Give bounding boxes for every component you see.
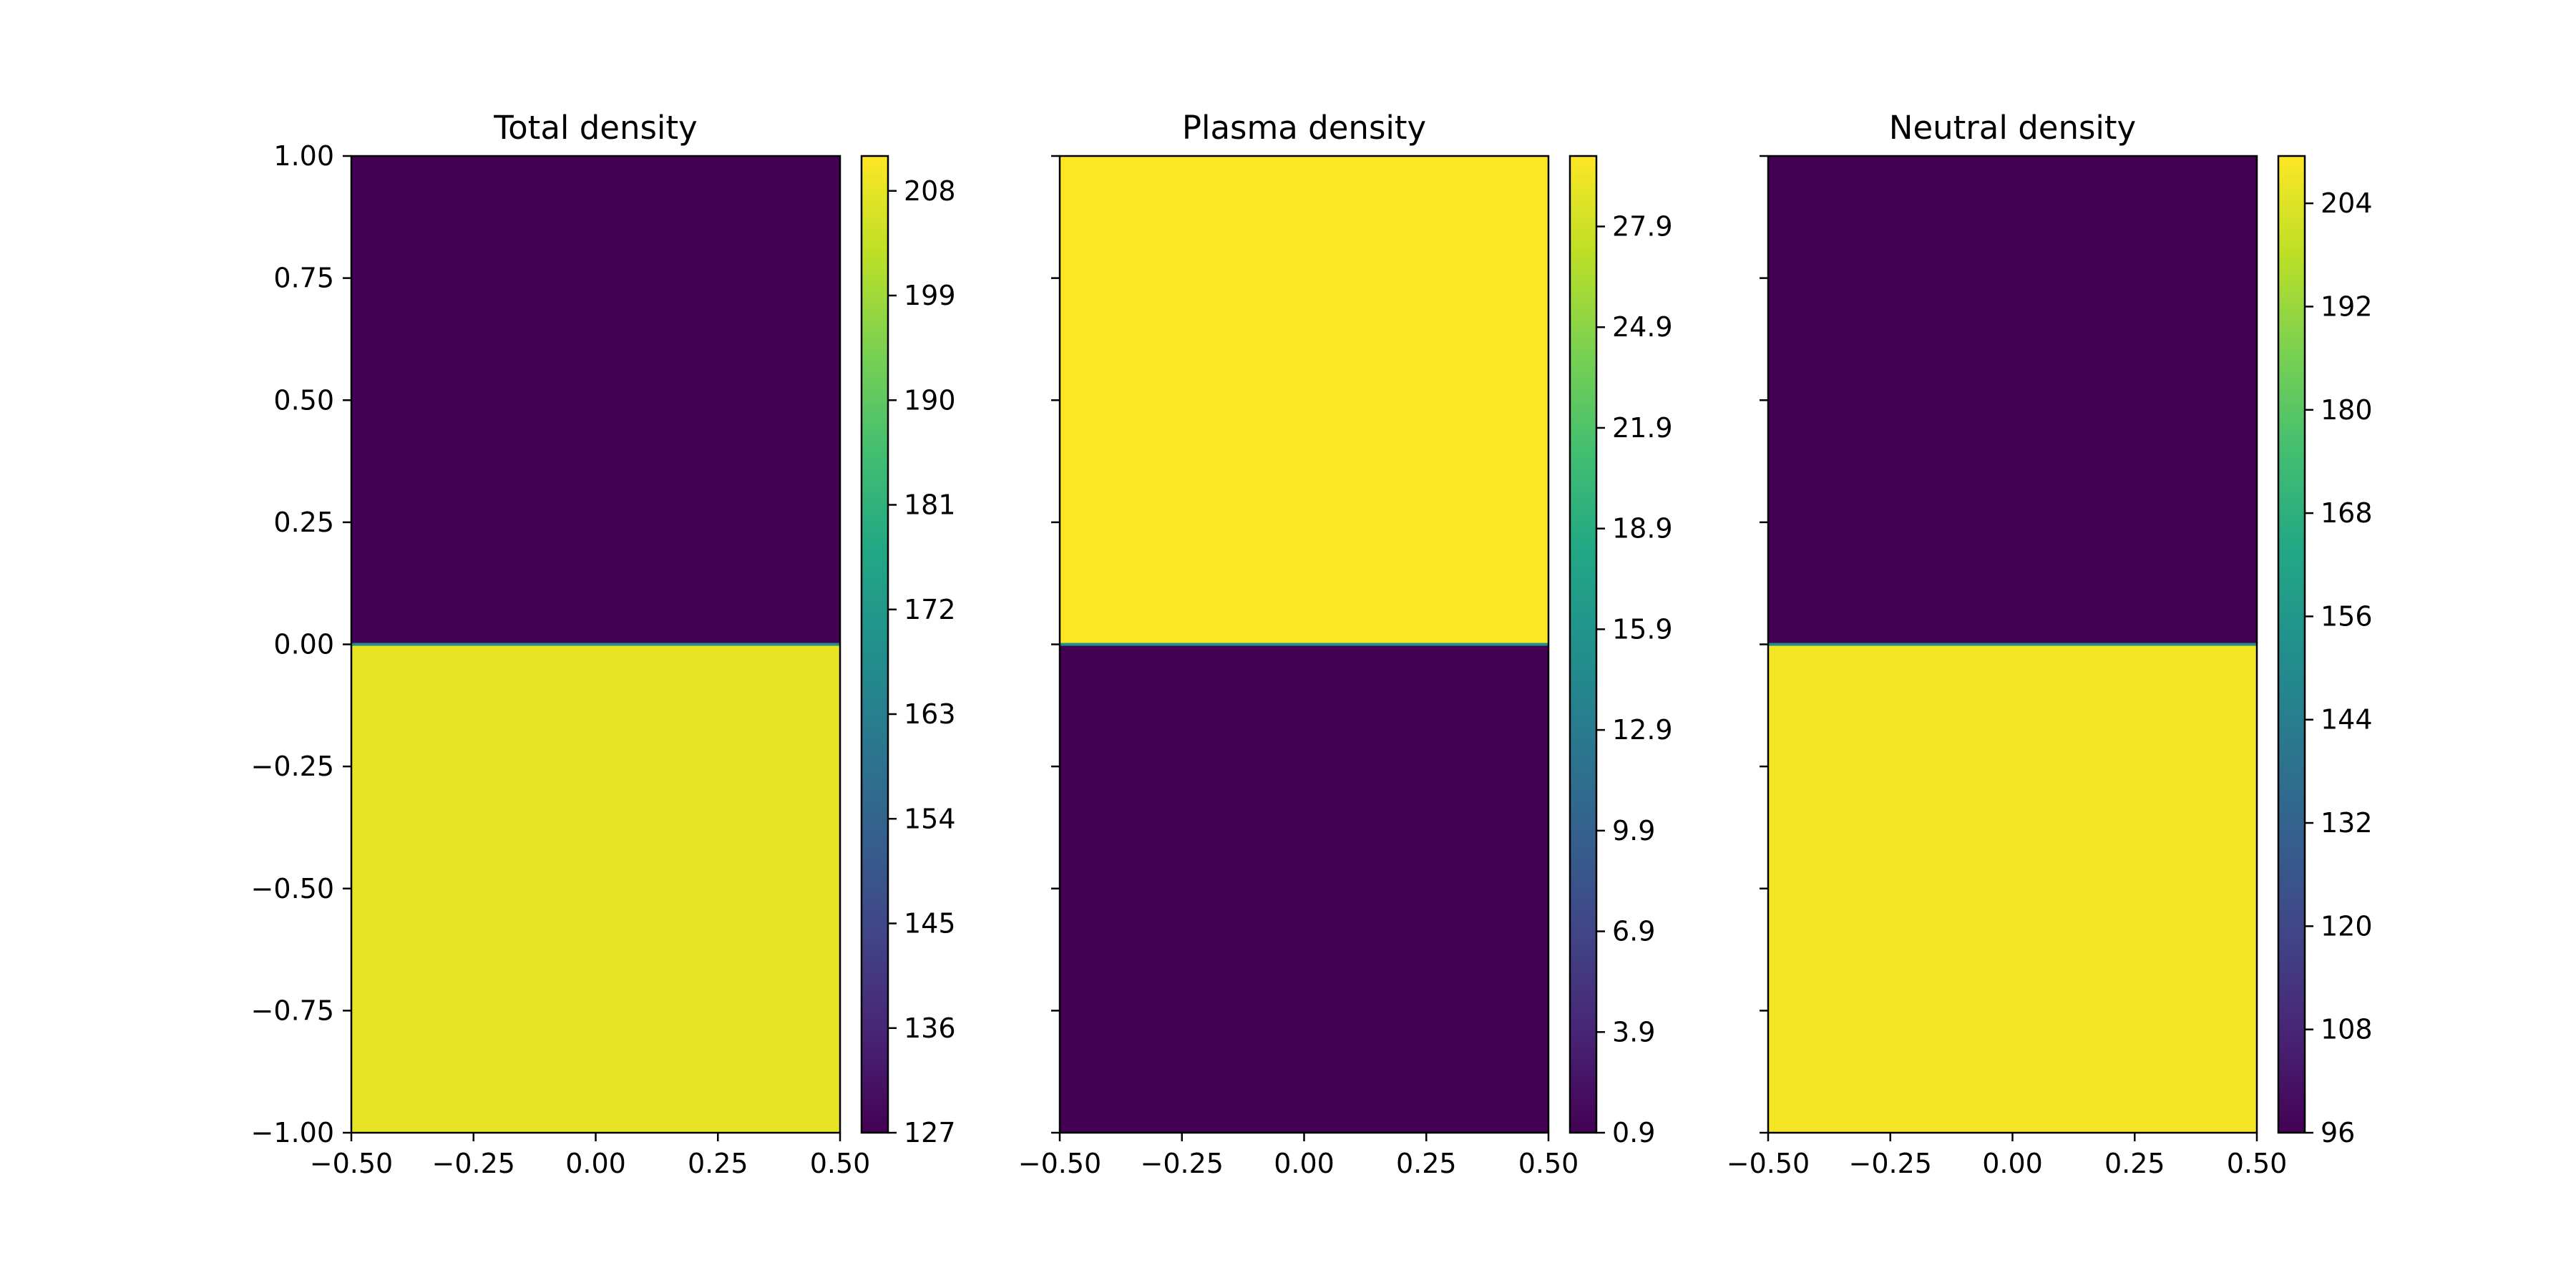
- x-tick-label: 0.25: [1396, 1148, 1457, 1179]
- colorbar-tick-label: 6.9: [1612, 916, 1655, 947]
- panel-3: Neutral density −0.50 −0.25 0.00 0.25 0.50 204…: [1727, 109, 2373, 1179]
- colorbar-tick-label: 24.9: [1612, 311, 1673, 343]
- colorbar: [2278, 156, 2305, 1133]
- colorbar-tick-label: 190: [904, 384, 956, 416]
- x-tick-label: −0.50: [1018, 1148, 1101, 1179]
- colorbar-tick-label: 145: [904, 908, 956, 940]
- colorbar-tick-label: 108: [2321, 1014, 2373, 1045]
- heatmap-region-1: [351, 156, 840, 645]
- colorbar-frame: [1568, 155, 1598, 1134]
- colorbar-tick-label: 96: [2321, 1117, 2355, 1148]
- y-tick-label: 0.50: [273, 384, 334, 416]
- x-tick-label: −0.25: [1141, 1148, 1224, 1179]
- x-tick-label: −0.25: [1849, 1148, 1932, 1179]
- colorbar-tick-label: 168: [2321, 497, 2373, 529]
- colorbar-frame: [2277, 155, 2306, 1134]
- panel-title: Neutral density: [1889, 109, 2136, 147]
- colorbar-tick-label: 192: [2321, 291, 2373, 322]
- x-tick-label: 0.50: [2227, 1148, 2288, 1179]
- colorbar-tick-label: 144: [2321, 704, 2373, 736]
- colorbar-tick-label: 156: [2321, 600, 2373, 632]
- colorbar-tick-label: 21.9: [1612, 412, 1673, 444]
- interface-line: [1768, 643, 2257, 646]
- colorbar-frame: [860, 155, 889, 1134]
- colorbar-tick-label: 3.9: [1612, 1016, 1655, 1048]
- y-tick-label: 0.75: [273, 263, 334, 294]
- x-tick-label: 0.50: [1518, 1148, 1579, 1179]
- colorbar-tick-label: 172: [904, 594, 956, 625]
- interface-line: [351, 643, 840, 646]
- x-tick-label: −0.50: [1727, 1148, 1810, 1179]
- heatmap-region-1: [1768, 156, 2257, 645]
- y-tick-label: −0.25: [251, 751, 334, 782]
- heatmap-region-2: [1060, 644, 1548, 1133]
- colorbar-tick-label: 204: [2321, 187, 2373, 219]
- panel-title: Plasma density: [1182, 109, 1426, 147]
- colorbar-tick-label: 208: [904, 175, 956, 207]
- colorbar-tick-label: 199: [904, 280, 956, 311]
- colorbar-tick-label: 12.9: [1612, 714, 1673, 746]
- colorbar-tick-label: 154: [904, 803, 956, 834]
- y-tick-label: 1.00: [273, 140, 334, 172]
- x-tick-label: 0.50: [810, 1148, 871, 1179]
- panel-1: Total density −0.50 −0.25 0.00 0.25 0.50 1.00 0…: [251, 109, 956, 1179]
- heatmap-region-2: [1768, 644, 2257, 1133]
- panel-title: Total density: [493, 109, 697, 147]
- x-tick-label: 0.00: [1982, 1148, 2043, 1179]
- y-tick-label: −1.00: [251, 1117, 334, 1148]
- heatmap-region-1: [1060, 156, 1548, 645]
- colorbar-tick-label: 9.9: [1612, 815, 1655, 847]
- y-tick-label: −0.50: [251, 873, 334, 904]
- y-tick-label: −0.75: [251, 995, 334, 1026]
- colorbar-tick-label: 15.9: [1612, 613, 1673, 645]
- colorbar-tick-label: 127: [904, 1117, 956, 1148]
- x-tick-label: 0.00: [565, 1148, 626, 1179]
- x-tick-label: −0.50: [310, 1148, 393, 1179]
- y-tick-label: 0.25: [273, 507, 334, 538]
- x-tick-label: 0.25: [688, 1148, 748, 1179]
- colorbar-tick-label: 0.9: [1612, 1117, 1655, 1148]
- colorbar-tick-label: 18.9: [1612, 513, 1673, 545]
- y-tick-label: 0.00: [273, 629, 334, 660]
- colorbar-tick-label: 163: [904, 698, 956, 730]
- x-tick-label: 0.00: [1274, 1148, 1335, 1179]
- heatmap-region-2: [351, 644, 840, 1133]
- interface-line: [1060, 643, 1548, 646]
- colorbar: [1570, 156, 1596, 1133]
- panels: Total density −0.50 −0.25 0.00 0.25 0.50 1.00 0…: [251, 109, 2373, 1179]
- x-tick-label: 0.25: [2104, 1148, 2165, 1179]
- colorbar-tick-label: 136: [904, 1013, 956, 1044]
- panel-2: Plasma density −0.50 −0.25 0.00 0.25 0.50 27.9…: [1018, 109, 1673, 1179]
- colorbar-tick-label: 181: [904, 489, 956, 521]
- colorbar-tick-label: 120: [2321, 910, 2373, 942]
- colorbar-tick-label: 132: [2321, 807, 2373, 839]
- colorbar-tick-label: 180: [2321, 394, 2373, 426]
- x-tick-label: −0.25: [432, 1148, 515, 1179]
- colorbar: [862, 156, 888, 1133]
- colorbar-tick-label: 27.9: [1612, 211, 1673, 243]
